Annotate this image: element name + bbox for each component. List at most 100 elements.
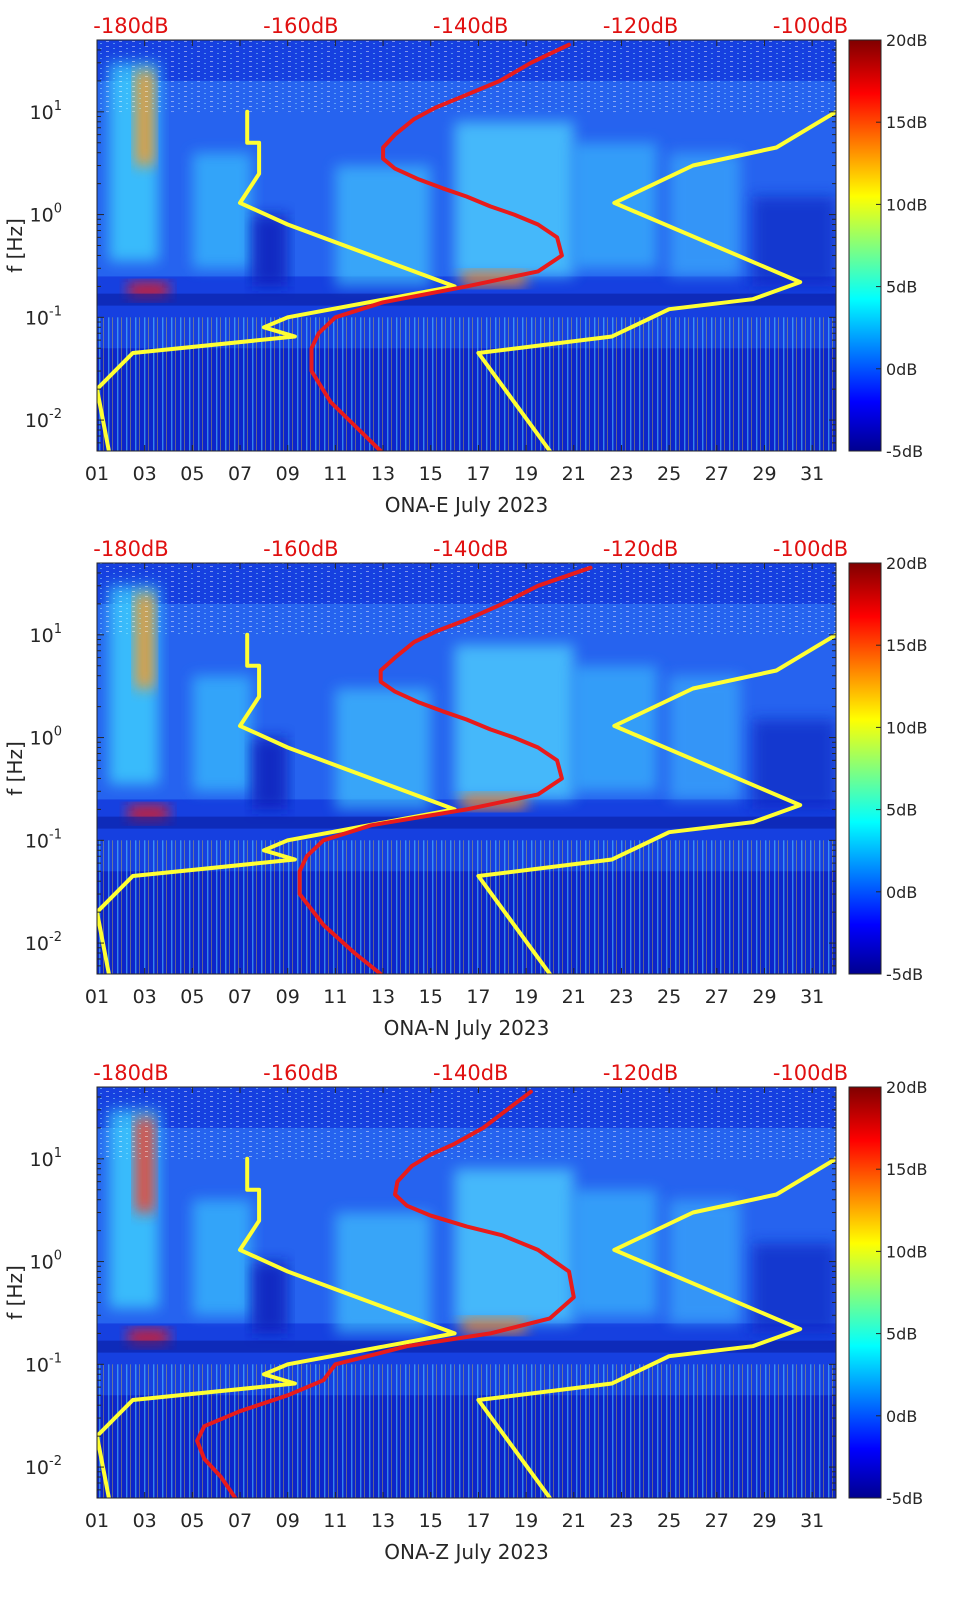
x-tick-label: 31 [800, 463, 824, 485]
colorbar-label: 5dB [886, 278, 917, 297]
x-axis-title: ONA-E July 2023 [385, 493, 548, 517]
x-tick-label: 07 [228, 1510, 252, 1532]
colorbar-label: 20dB [886, 554, 928, 573]
x-tick-label: 13 [371, 986, 395, 1008]
y-tick-exponent: -2 [49, 930, 62, 945]
series-line [476, 632, 836, 974]
top-axis-label: -100dB [773, 14, 848, 38]
y-tick-exponent: 0 [54, 202, 62, 217]
y-tick-label: 10-2 [25, 930, 62, 955]
top-axis-label: -100dB [773, 537, 848, 561]
colorbar [848, 562, 882, 975]
notch-band [97, 816, 836, 829]
x-tick-label: 15 [419, 986, 443, 1008]
x-tick-label: 13 [371, 1510, 395, 1532]
x-tick-label: 27 [705, 463, 729, 485]
spectrogram-blob [192, 1199, 252, 1316]
spectrogram-blob [251, 1261, 288, 1334]
x-tick-label: 19 [514, 986, 538, 1008]
x-tick-label: 19 [514, 1510, 538, 1532]
top-axis-label: -140dB [433, 14, 508, 38]
spectrogram-blob [192, 675, 252, 792]
x-tick-label: 21 [562, 986, 586, 1008]
speckle-overlay [97, 563, 836, 635]
y-tick-exponent: 1 [54, 622, 62, 637]
x-tick-label: 11 [323, 1510, 347, 1532]
y-tick-base: 10 [25, 933, 49, 955]
x-tick-label: 07 [228, 986, 252, 1008]
spectrogram-blob [335, 165, 431, 287]
colorbar-label: 10dB [886, 718, 928, 737]
notch-band [97, 1340, 836, 1353]
series-lines [97, 1089, 836, 1498]
y-tick-exponent: -1 [49, 1351, 62, 1366]
y-tick-base: 10 [30, 1252, 54, 1274]
x-tick-label: 01 [85, 1510, 109, 1532]
x-tick-label: 17 [466, 463, 490, 485]
spectrogram-image [97, 40, 836, 451]
colorbar-label: 0dB [886, 1407, 917, 1426]
stripe-overlay [97, 840, 836, 974]
x-tick-label: 25 [657, 463, 681, 485]
spectrogram-panel: 01 03 05 07 09 11 13 15 17 19 21 23 25 27 29 31-180dB -1… [3, 14, 928, 517]
y-tick-exponent: -2 [49, 407, 62, 422]
x-axis-title: ONA-Z July 2023 [384, 1540, 548, 1564]
spectrogram-blob [335, 1212, 431, 1334]
x-tick-label: 19 [514, 463, 538, 485]
top-axis-label: -160dB [263, 14, 338, 38]
y-tick-exponent: -1 [49, 827, 62, 842]
x-tick-label: 11 [323, 986, 347, 1008]
spectrogram-blob [752, 719, 836, 810]
y-tick-exponent: 1 [54, 99, 62, 114]
x-tick-label: 25 [657, 986, 681, 1008]
spectrogram-blob [335, 688, 431, 810]
x-tick-label: 09 [276, 1510, 300, 1532]
x-tick-label: 05 [180, 1510, 204, 1532]
colorbar-label: 5dB [886, 1325, 917, 1344]
x-tick-label: 03 [133, 463, 157, 485]
series-line [476, 109, 836, 451]
y-axis-title: f [Hz] [3, 741, 27, 796]
top-axis-label: -160dB [263, 537, 338, 561]
y-tick-label: 101 [30, 1146, 62, 1171]
x-tick-label: 31 [800, 986, 824, 1008]
x-tick-label: 27 [705, 1510, 729, 1532]
top-axis-label: -180dB [93, 14, 168, 38]
speckle-overlay [97, 1087, 836, 1159]
y-tick-base: 10 [25, 410, 49, 432]
stripe-overlay [97, 1364, 836, 1498]
y-axis-title: f [Hz] [3, 218, 27, 273]
x-axis-title: ONA-N July 2023 [384, 1016, 550, 1040]
colorbar-label: 0dB [886, 360, 917, 379]
x-tick-label: 09 [276, 463, 300, 485]
y-axis-title: f [Hz] [3, 1265, 27, 1320]
top-axis-label: -140dB [433, 537, 508, 561]
series-lines [97, 42, 836, 451]
y-tick-exponent: 0 [54, 725, 62, 740]
colorbar [848, 1086, 882, 1499]
colorbar-label: -5dB [886, 965, 923, 984]
x-tick-label: 29 [752, 1510, 776, 1532]
x-tick-label: 21 [562, 463, 586, 485]
spectrogram-blob [192, 152, 252, 269]
series-lines [97, 565, 836, 974]
x-tick-label: 15 [419, 463, 443, 485]
y-tick-exponent: 1 [54, 1146, 62, 1161]
x-tick-label: 15 [419, 1510, 443, 1532]
spectrogram-panel: 01 03 05 07 09 11 13 15 17 19 21 23 25 27 29 31-180dB -1… [3, 537, 928, 1040]
top-axis-label: -180dB [93, 537, 168, 561]
colorbar-label: 15dB [886, 636, 928, 655]
x-tick-label: 21 [562, 1510, 586, 1532]
y-tick-base: 10 [25, 1457, 49, 1479]
colorbar-label: 10dB [886, 1242, 928, 1261]
y-tick-label: 101 [30, 99, 62, 124]
colorbar-label: 15dB [886, 1160, 928, 1179]
x-tick-label: 27 [705, 986, 729, 1008]
series-line [297, 565, 593, 974]
colorbar-label: 10dB [886, 195, 928, 214]
x-tick-label: 05 [180, 463, 204, 485]
top-axis-label: -100dB [773, 1061, 848, 1085]
stripe-overlay [97, 317, 836, 451]
y-tick-base: 10 [30, 205, 54, 227]
